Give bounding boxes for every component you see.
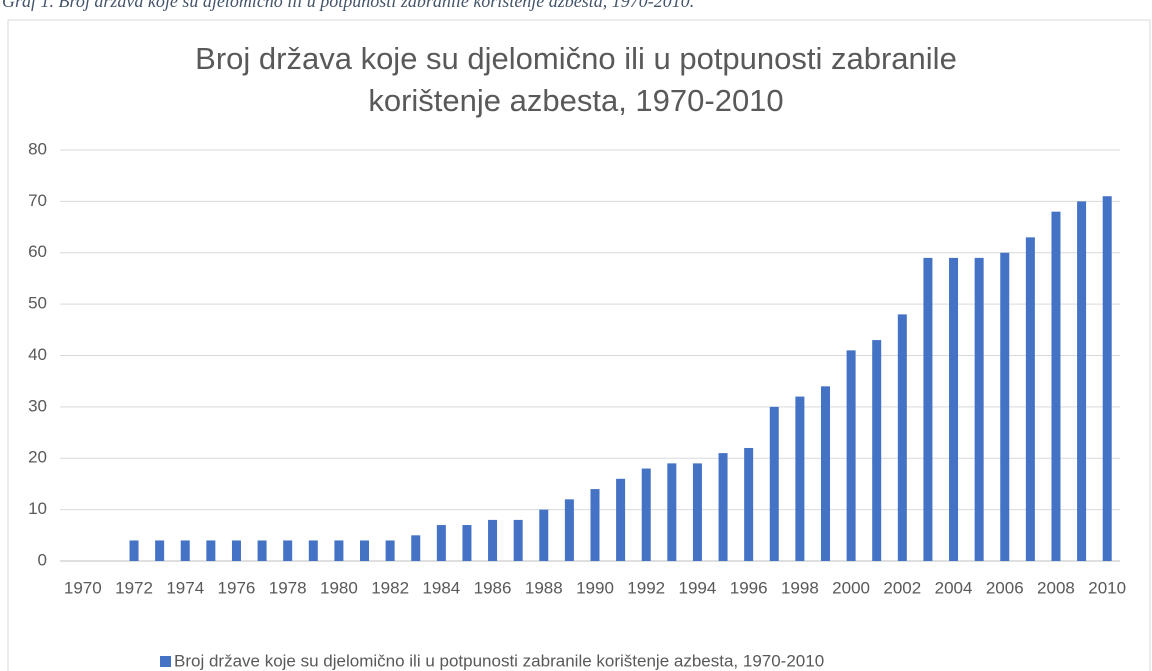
bar [641,468,651,561]
bar [1025,237,1035,561]
bar [411,535,421,561]
x-tick-label: 1972 [115,578,153,597]
legend-swatch [160,656,171,667]
bar [949,257,959,561]
bar [1000,252,1010,561]
x-tick-label: 1998 [781,578,819,597]
bar [795,396,805,561]
x-tick-label: 2000 [832,578,870,597]
caption: Graf 1. Broj država koje su djelomično i… [2,0,695,11]
bar [692,463,702,561]
y-tick-label: 80 [28,139,47,158]
x-tick-label: 1984 [422,578,460,597]
bar [231,540,241,561]
x-tick-label: 1986 [474,578,512,597]
x-tick-label: 1982 [371,578,409,597]
bar [462,525,472,561]
chart-border [7,19,1151,671]
bar [1077,201,1087,561]
bar [974,257,984,561]
bar [897,314,907,561]
bar [564,499,574,561]
x-tick-label: 1976 [218,578,256,597]
bar [155,540,165,561]
y-tick-label: 30 [28,396,47,415]
x-tick-label: 1974 [166,578,204,597]
bar [1102,196,1112,562]
y-tick-label: 60 [28,242,47,261]
bar [1051,211,1061,561]
bar [206,540,216,561]
bar [769,406,779,561]
bar [129,540,139,561]
y-tick-label: 40 [28,345,47,364]
bar [513,519,523,561]
x-tick-label: 2006 [986,578,1024,597]
bar [539,509,549,561]
x-tick-label: 1994 [679,578,717,597]
bar [283,540,293,561]
bar [820,386,830,561]
bar [718,453,728,561]
bar [923,257,933,561]
chart-title: Broj država koje su djelomično ili u pot… [195,41,957,118]
bar [616,478,626,561]
bar [436,525,446,561]
x-tick-label: 1978 [269,578,307,597]
x-tick-label: 1992 [627,578,665,597]
legend-label: Broj države koje su djelomično ili u pot… [174,651,824,670]
bar [846,350,856,561]
bar [334,540,344,561]
x-tick-label: 1980 [320,578,358,597]
x-tick-label: 1996 [730,578,768,597]
bar [308,540,318,561]
bar [590,489,600,561]
bar [360,540,370,561]
bar [667,463,677,561]
bar [257,540,267,561]
y-tick-label: 70 [28,191,47,210]
x-tick-label: 2002 [883,578,921,597]
bar [385,540,395,561]
x-tick-label: 2010 [1088,578,1126,597]
y-tick-label: 10 [28,499,47,518]
x-tick-label: 1988 [525,578,563,597]
bar [180,540,190,561]
y-tick-label: 50 [28,294,47,313]
bar [744,447,754,561]
y-tick-label: 0 [38,550,47,569]
x-tick-label: 2004 [935,578,973,597]
x-tick-label: 1970 [64,578,102,597]
bar [872,340,882,561]
y-tick-label: 20 [28,448,47,467]
x-tick-label: 1990 [576,578,614,597]
bar [488,519,498,561]
x-tick-label: 2008 [1037,578,1075,597]
